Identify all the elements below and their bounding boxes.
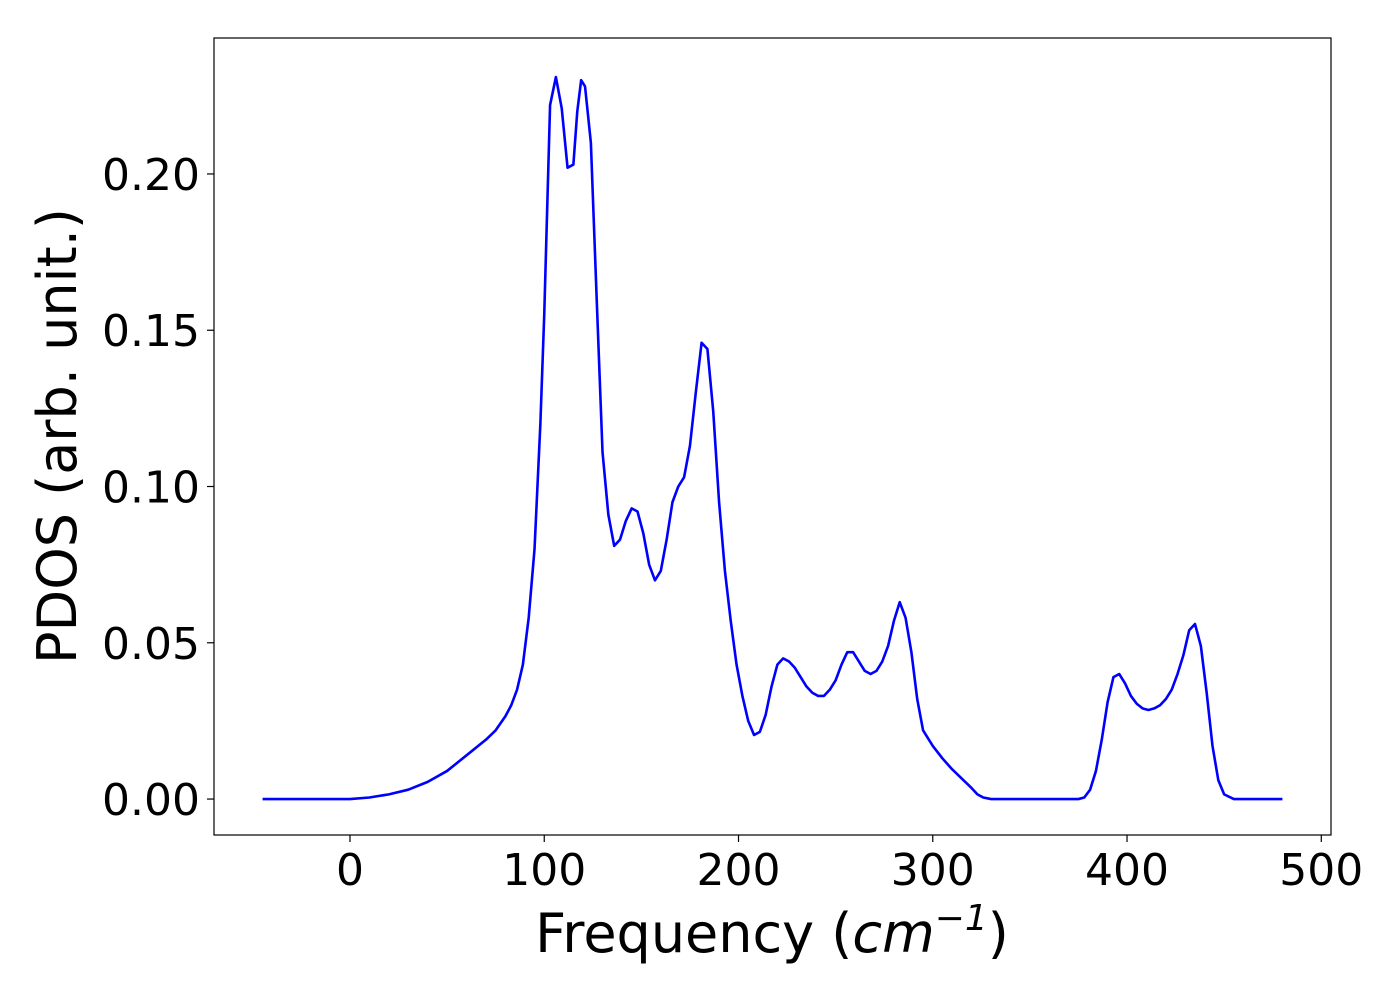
y-axis-title: PDOS (arb. unit.)	[26, 208, 89, 664]
y-tick-label: 0.05	[102, 619, 200, 670]
series-line-0	[262, 75, 1283, 801]
y-tick-label: 0.10	[102, 463, 200, 514]
x-axis-title: Frequency (cm−1)	[535, 898, 1009, 965]
x-tick-label: 100	[502, 845, 586, 896]
x-tick-label: 300	[891, 845, 975, 896]
y-tick-label: 0.20	[102, 150, 200, 201]
x-tick-label: 200	[697, 845, 781, 896]
x-tick-label: 400	[1085, 845, 1169, 896]
y-tick-label: 0.15	[102, 306, 200, 357]
x-axis-ticks: 0 100 200 300 400 500	[336, 835, 1363, 896]
x-tick-label: 500	[1279, 845, 1363, 896]
plot-frame	[213, 37, 1332, 836]
y-tick-label: 0.00	[102, 775, 200, 826]
plot-area	[214, 38, 1331, 835]
series-layer	[262, 75, 1283, 801]
x-tick-label: 0	[336, 845, 364, 896]
y-axis-ticks: 0.00 0.05 0.10 0.15 0.20	[102, 150, 214, 826]
